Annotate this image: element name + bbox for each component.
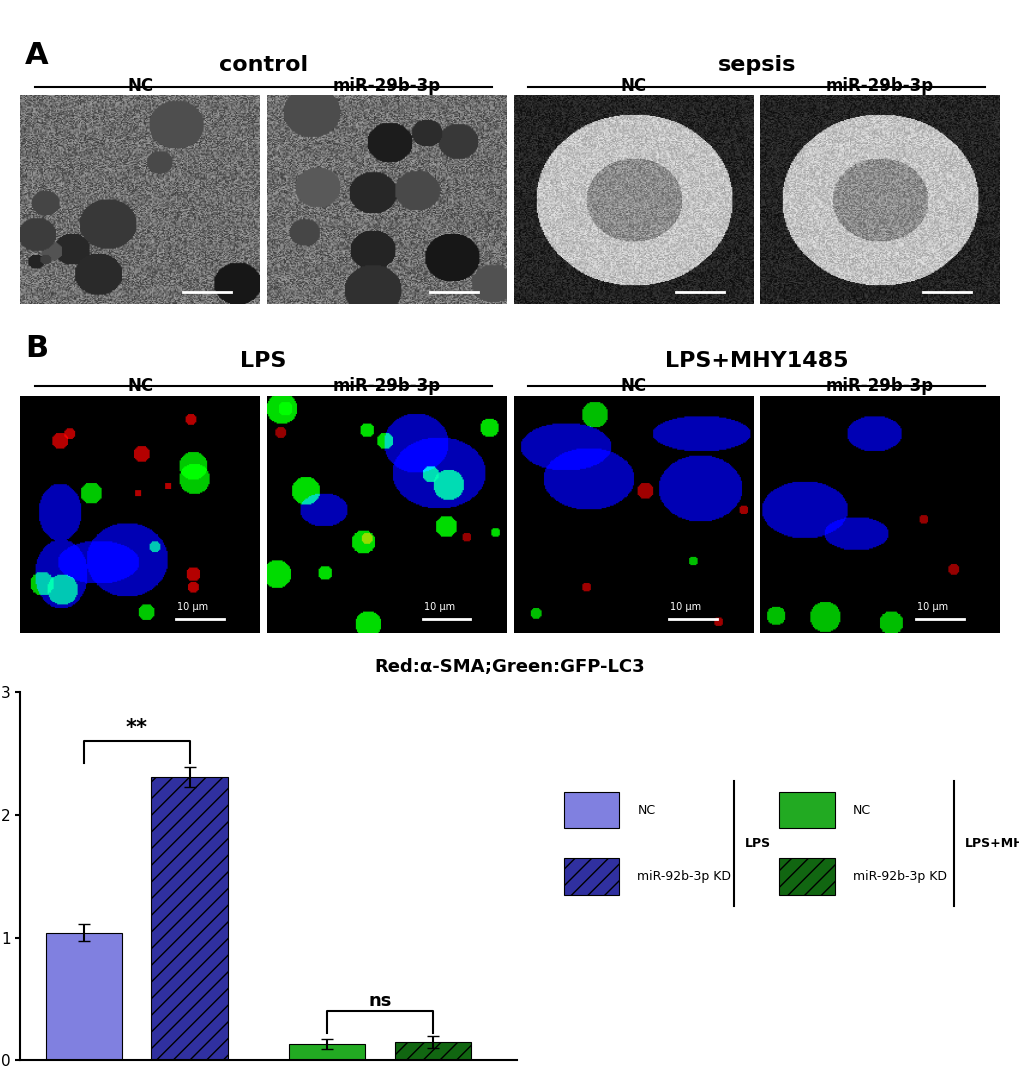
Bar (288, 1044, 365, 1060)
Text: miR-92b-3p KD: miR-92b-3p KD (852, 870, 946, 883)
Title: miR-29b-3p: miR-29b-3p (332, 77, 440, 95)
Text: 10 μm: 10 μm (424, 602, 454, 611)
Text: ns: ns (368, 992, 391, 1011)
Bar (151, 777, 227, 1060)
Text: NC: NC (637, 804, 655, 817)
Text: 10 μm: 10 μm (916, 602, 948, 611)
Text: NC: NC (852, 804, 870, 817)
Bar (394, 1042, 470, 1060)
Title: NC: NC (127, 77, 153, 95)
FancyBboxPatch shape (564, 858, 619, 895)
Text: **: ** (125, 717, 148, 738)
Title: NC: NC (127, 378, 153, 395)
Text: B: B (25, 334, 48, 364)
Title: miR-29b-3p: miR-29b-3p (825, 77, 933, 95)
Text: control: control (219, 55, 308, 75)
Text: LPS: LPS (240, 351, 286, 371)
FancyBboxPatch shape (779, 858, 834, 895)
Text: sepsis: sepsis (716, 55, 795, 75)
Text: Red:α-SMA;Green:GFP-LC3: Red:α-SMA;Green:GFP-LC3 (374, 658, 645, 675)
Title: NC: NC (620, 378, 646, 395)
Text: LPS: LPS (744, 836, 770, 849)
Text: A: A (25, 41, 49, 70)
FancyBboxPatch shape (564, 792, 619, 829)
Text: LPS+MHY1485: LPS+MHY1485 (664, 351, 848, 371)
Text: miR-92b-3p KD: miR-92b-3p KD (637, 870, 731, 883)
Title: NC: NC (620, 77, 646, 95)
Text: LPS+MHY1485: LPS+MHY1485 (964, 836, 1019, 849)
Title: miR-29b-3p: miR-29b-3p (332, 378, 440, 395)
FancyBboxPatch shape (779, 792, 834, 829)
Title: miR-29b-3p: miR-29b-3p (825, 378, 933, 395)
Bar (46, 933, 121, 1060)
Text: 10 μm: 10 μm (177, 602, 208, 611)
Text: 10 μm: 10 μm (669, 602, 701, 611)
